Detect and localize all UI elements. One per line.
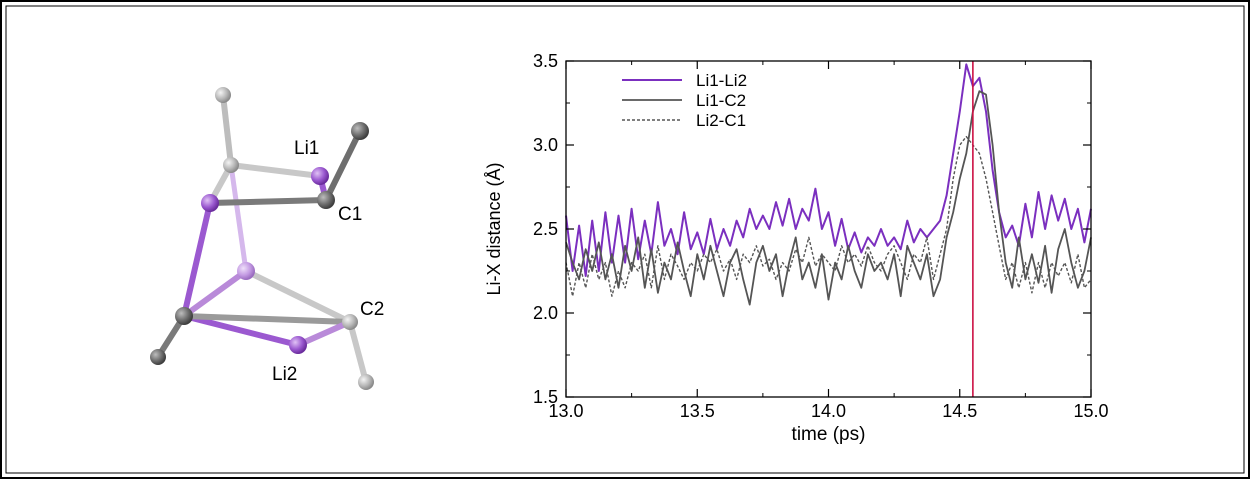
- lithium-atom-li1: [311, 167, 329, 185]
- y-tick-label: 2.5: [533, 219, 558, 239]
- bond: [181, 313, 353, 325]
- carbon-atom: [358, 374, 374, 390]
- carbon-atom: [223, 157, 239, 173]
- bond: [220, 92, 234, 168]
- y-tick-label: 3.5: [533, 51, 558, 71]
- y-tick-label: 1.5: [533, 387, 558, 407]
- axis-ticks: 13.0 13.5 14.0 14.5 15.0 1.5 2.0 2.5 3.0 3.5: [533, 51, 1109, 421]
- molecular-structure: Li1 C1 C2 Li2: [150, 87, 384, 390]
- carbon-atom-c2: [342, 314, 358, 330]
- series-line-li1-c2: [565, 90, 1092, 306]
- bond: [243, 268, 353, 325]
- lithium-atom-li2: [289, 336, 307, 354]
- bond: [181, 200, 213, 319]
- inner-border: [5, 5, 1245, 474]
- y-axis-label: Li-X distance (Å): [484, 162, 504, 295]
- carbon-atom: [175, 307, 193, 325]
- legend-label: Li1-C2: [696, 91, 746, 110]
- bond: [207, 197, 329, 206]
- atom-label-c1: C1: [338, 204, 362, 225]
- carbon-atom: [150, 349, 166, 365]
- y-tick-label: 2.0: [533, 303, 558, 323]
- x-tick-label: 15.0: [1073, 401, 1108, 421]
- y-tick-label: 3.0: [533, 135, 558, 155]
- bond: [347, 319, 369, 385]
- bond: [181, 313, 301, 348]
- legend-label: Li1-Li2: [696, 71, 747, 90]
- lithium-atom: [237, 262, 255, 280]
- x-axis-label: time (ps): [792, 424, 866, 445]
- series-layer: [565, 63, 1092, 306]
- x-tick-label: 13.5: [680, 401, 715, 421]
- bond: [295, 319, 353, 348]
- bond: [181, 268, 249, 319]
- x-tick-label: 13.0: [548, 401, 583, 421]
- atom-label-li2: Li2: [272, 364, 297, 385]
- lithium-atom: [201, 194, 219, 212]
- bond: [323, 128, 363, 203]
- x-tick-label: 14.5: [942, 401, 977, 421]
- plot-area-frame: [565, 60, 1092, 398]
- atom-label-c2: C2: [360, 299, 384, 320]
- bond: [228, 162, 323, 179]
- legend-label: Li2-C1: [696, 111, 746, 130]
- carbon-atom: [215, 87, 231, 103]
- bonds: [155, 92, 369, 385]
- carbon-atom-c1: [317, 191, 335, 209]
- distance-chart: 13.0 13.5 14.0 14.5 15.0 1.5 2.0 2.5 3.0 3.5 Li1-…: [484, 51, 1109, 445]
- bond: [228, 162, 249, 274]
- series-line-li1-li2: [565, 63, 1092, 277]
- atom-label-li1: Li1: [294, 138, 319, 159]
- x-tick-label: 14.0: [811, 401, 846, 421]
- carbon-atom: [351, 122, 369, 140]
